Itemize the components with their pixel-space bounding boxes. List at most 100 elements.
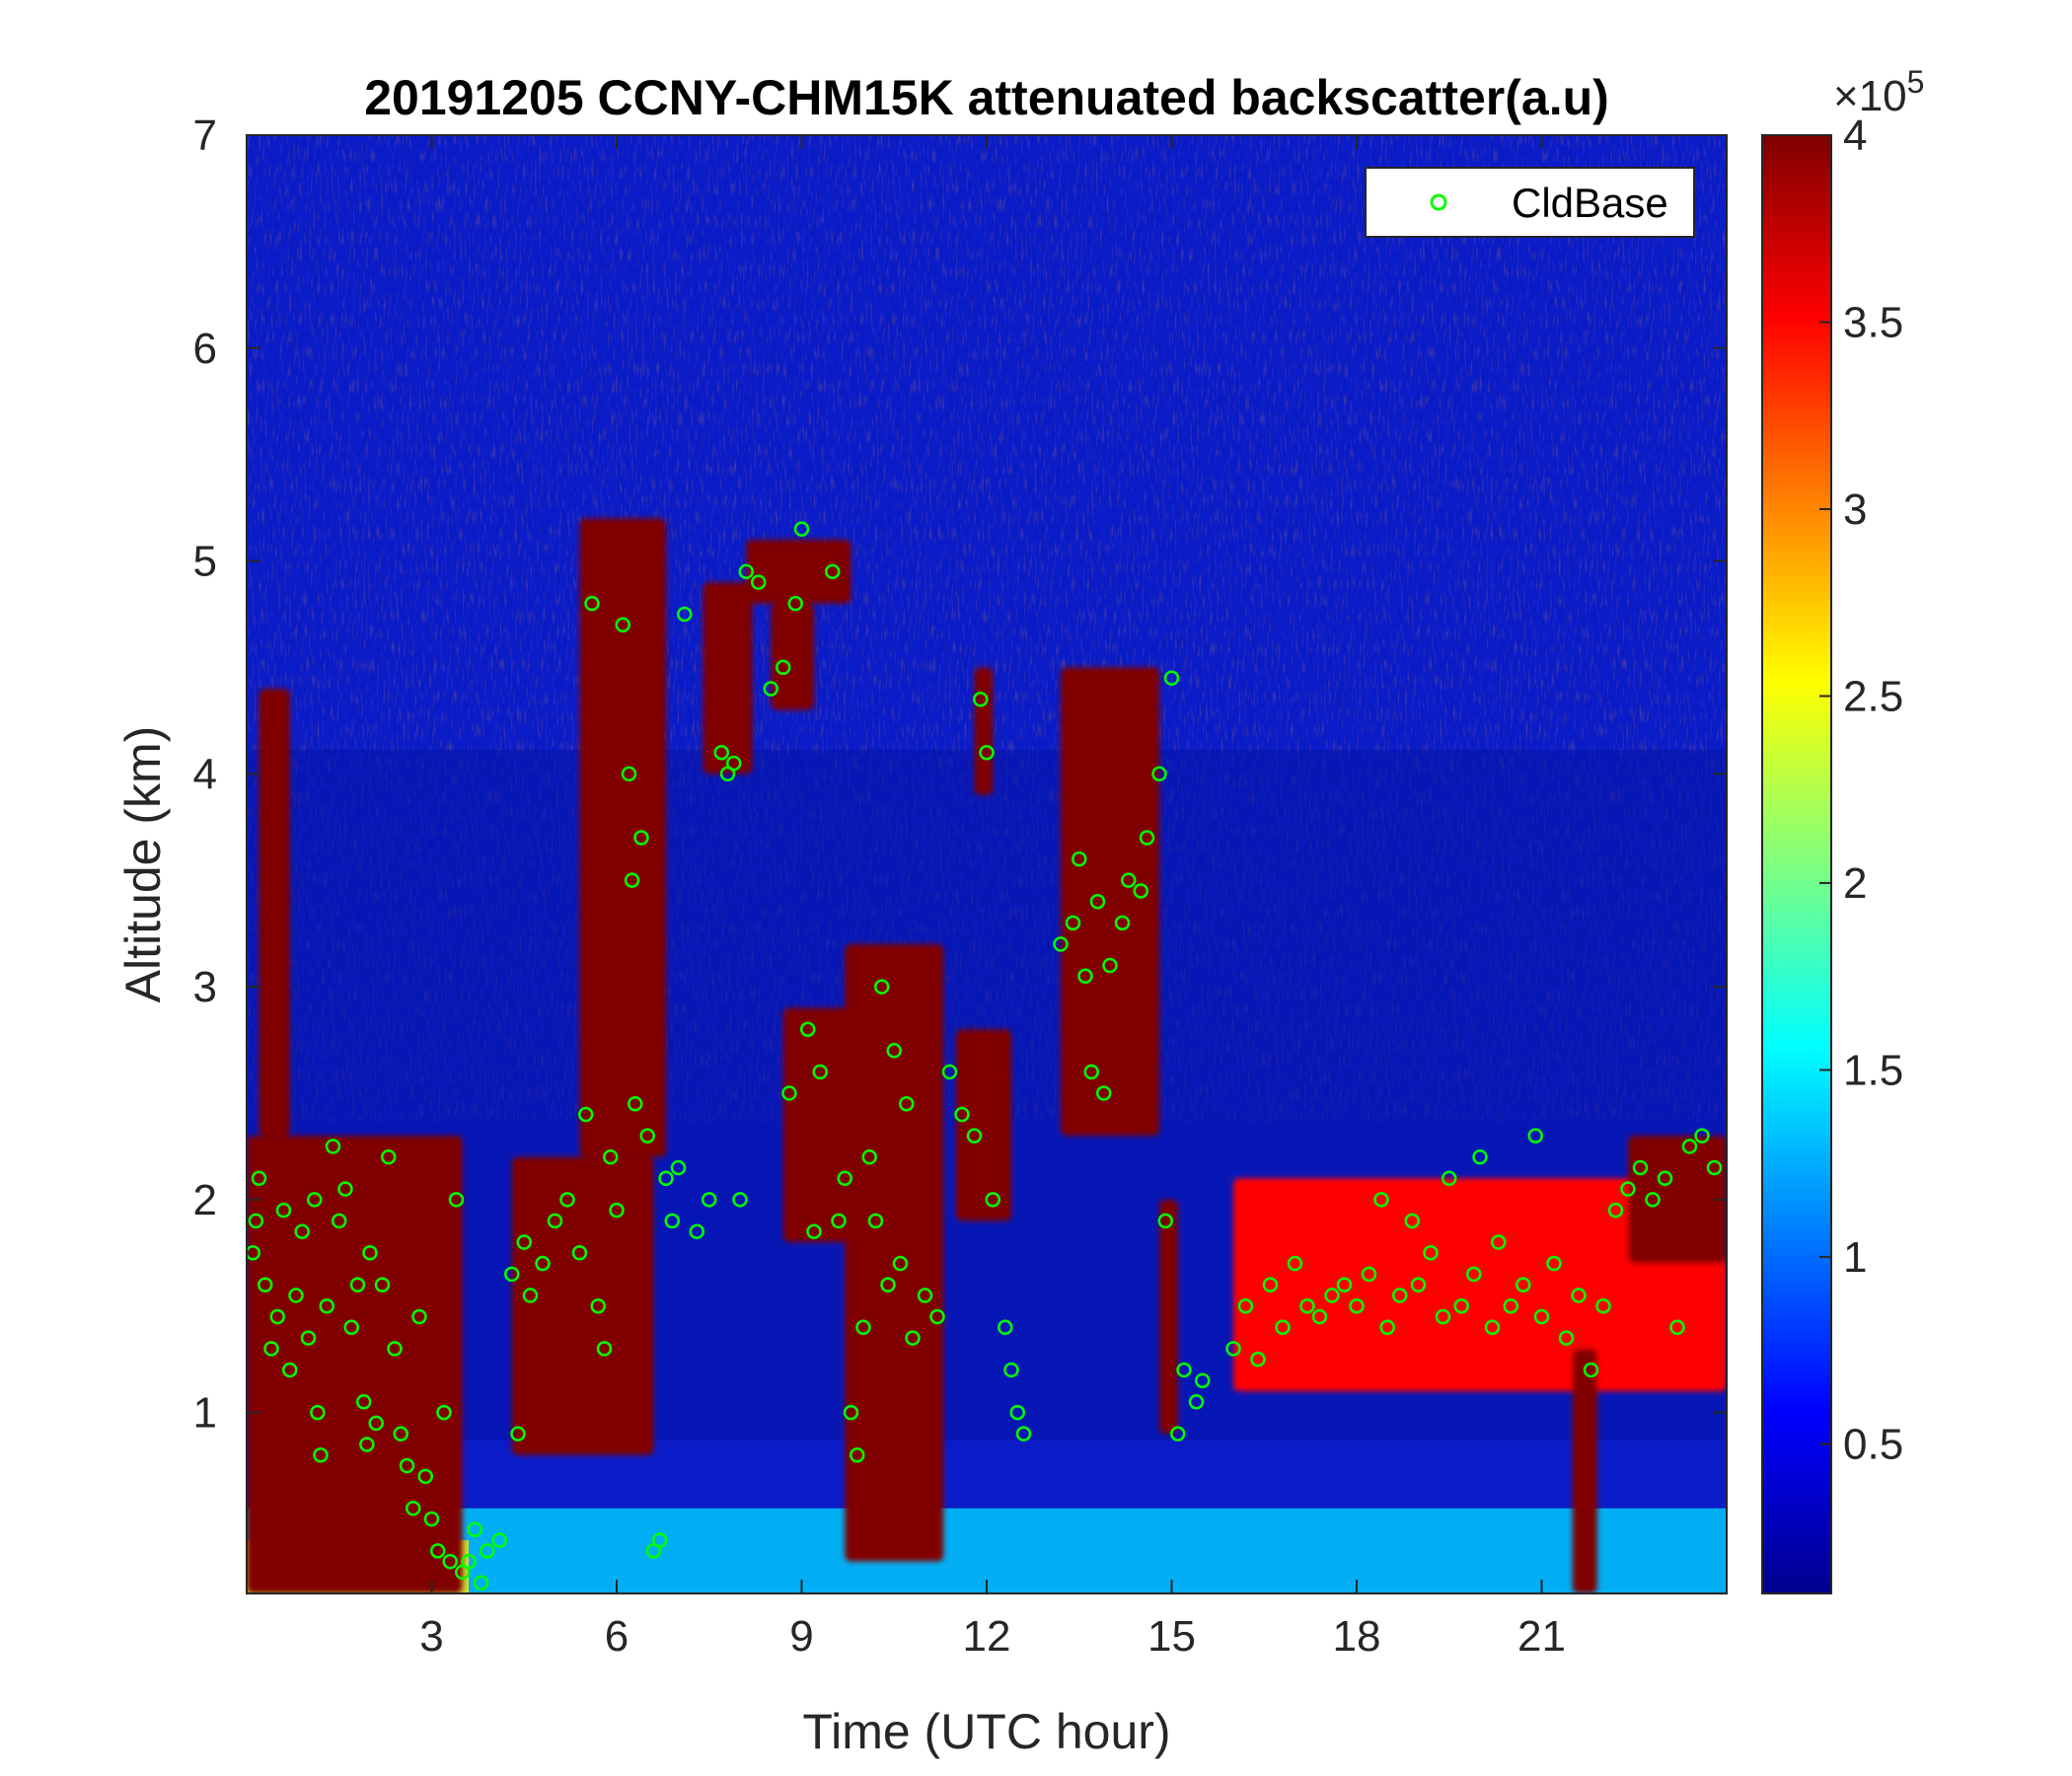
colorbar-ticks: 0.5 1 1.5 2 2.5 3 3.5 4 — [1819, 111, 1903, 1468]
cldbase-point — [1404, 1213, 1420, 1229]
cldbase-point — [596, 1341, 613, 1357]
cldbase-point — [941, 1064, 958, 1080]
cldbase-point — [633, 830, 649, 846]
cldbase-point — [1053, 936, 1069, 952]
cldbase-point — [861, 1148, 877, 1165]
cldbase-point — [726, 755, 742, 772]
colorbar-tick-label: 1 — [1843, 1233, 1867, 1282]
cldbase-point — [1484, 1319, 1501, 1336]
cldbase-point — [1311, 1308, 1328, 1325]
cldbase-point — [571, 1245, 588, 1261]
cloud-region-14 — [1572, 1348, 1597, 1593]
cldbase-point — [624, 872, 640, 888]
chart-title: 20191205 CCNY-CHM15K attenuated backscat… — [364, 70, 1609, 125]
cldbase-point — [664, 1213, 680, 1229]
cldbase-point — [584, 595, 600, 612]
cldbase-point — [658, 1170, 674, 1187]
cldbase-point — [547, 1213, 563, 1229]
cldbase-point — [1133, 883, 1148, 899]
cldbase-point — [1583, 1362, 1599, 1378]
cldbase-point — [1466, 1266, 1482, 1283]
cldbase-point — [307, 1192, 323, 1208]
y-axis: 1 2 3 4 5 6 7 — [193, 111, 1727, 1438]
cldbase-point — [1491, 1234, 1507, 1250]
cldbase-point — [1170, 1426, 1186, 1442]
cldbase-point — [590, 1297, 606, 1314]
y-tick-label: 3 — [193, 963, 217, 1011]
cldbase-point — [473, 1575, 489, 1591]
cloud-region-2 — [511, 1156, 654, 1455]
cldbase-point — [387, 1341, 403, 1357]
cldbase-point — [491, 1532, 507, 1548]
cldbase-point — [325, 1139, 341, 1154]
cldbase-point — [1195, 1372, 1211, 1388]
cloud-region-4 — [703, 582, 753, 775]
cldbase-point — [1645, 1192, 1661, 1208]
colorbar-tick-label: 3.5 — [1843, 298, 1903, 346]
cldbase-point — [1275, 1319, 1291, 1336]
cldbase-point — [1516, 1277, 1531, 1293]
cldbase-point — [374, 1277, 391, 1293]
cldbase-point — [1379, 1319, 1395, 1336]
cldbase-point — [979, 744, 995, 761]
cldbase-point — [1558, 1330, 1575, 1346]
cldbase-point — [1632, 1159, 1649, 1176]
x-tick-label: 9 — [789, 1612, 813, 1661]
legend-box — [1365, 167, 1695, 238]
cldbase-point — [275, 1202, 292, 1219]
cldbase-point — [1114, 915, 1131, 931]
cldbase-point — [1083, 1064, 1099, 1080]
cldbase-point — [985, 1192, 1000, 1208]
cldbase-point — [504, 1266, 520, 1283]
cldbase-point — [1139, 830, 1155, 846]
cldbase-point — [1262, 1277, 1279, 1293]
cldbase-point — [793, 521, 810, 537]
cldbase-point — [732, 1192, 748, 1208]
cldbase-point — [998, 1319, 1013, 1336]
cldbase-point — [1009, 1404, 1025, 1421]
cldbase-point — [258, 1277, 273, 1293]
colorbar-gradient — [1761, 134, 1832, 1594]
cloud-base-points — [247, 521, 1723, 1591]
cldbase-point — [1176, 1362, 1192, 1378]
cldbase-point — [929, 1308, 945, 1325]
cldbase-point — [359, 1437, 375, 1452]
cldbase-point — [1533, 1308, 1550, 1325]
cldbase-point — [1503, 1297, 1518, 1314]
cldbase-point — [1423, 1245, 1439, 1261]
cldbase-point — [467, 1521, 482, 1538]
cldbase-point — [343, 1319, 359, 1336]
cldbase-point — [1706, 1159, 1723, 1176]
cldbase-point — [247, 1245, 260, 1261]
cldbase-point — [806, 1223, 822, 1239]
cldbase-point — [1373, 1192, 1389, 1208]
cldbase-point — [251, 1170, 267, 1187]
cloud-region-1 — [259, 688, 290, 1137]
cldbase-point — [411, 1308, 427, 1325]
y-tick-label: 5 — [193, 538, 217, 586]
cldbase-point — [300, 1330, 317, 1346]
cldbase-point — [609, 1202, 625, 1219]
x-axis-label: Time (UTC hour) — [802, 1704, 1170, 1759]
legend-marker-cldbase — [1430, 193, 1447, 211]
cldbase-point — [1472, 1148, 1488, 1165]
cldbase-point — [480, 1543, 495, 1559]
cldbase-point — [1527, 1128, 1543, 1144]
cldbase-point — [1681, 1139, 1698, 1154]
cldbase-point — [362, 1245, 378, 1261]
cldbase-point — [670, 1159, 687, 1176]
cldbase-point — [1151, 766, 1167, 782]
cldbase-point — [1089, 894, 1106, 910]
cldbase-point — [269, 1308, 285, 1325]
colorbar-tick-label: 2 — [1843, 859, 1867, 908]
y-tick-label: 6 — [193, 325, 217, 373]
colorbar-tick-label: 1.5 — [1843, 1046, 1903, 1094]
cldbase-point — [510, 1426, 526, 1442]
cldbase-point — [1225, 1341, 1241, 1357]
cldbase-point — [578, 1106, 594, 1123]
cloud-region-3 — [579, 518, 666, 1157]
cldbase-point — [615, 617, 630, 633]
cloud-region-12 — [1159, 1199, 1178, 1435]
cldbase-point — [423, 1511, 440, 1527]
